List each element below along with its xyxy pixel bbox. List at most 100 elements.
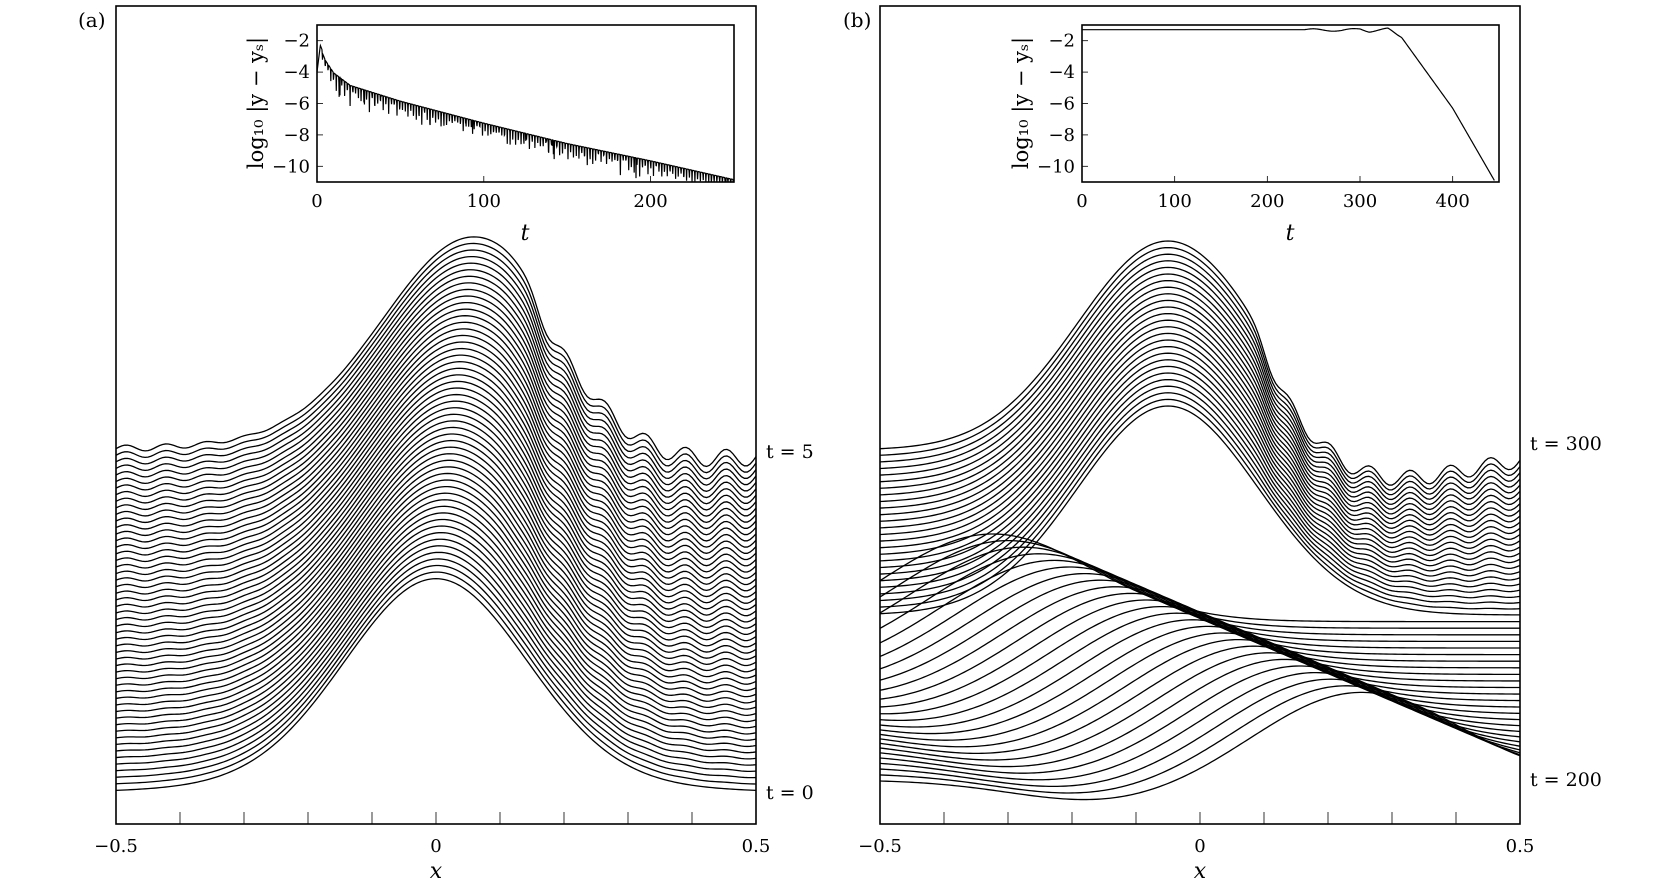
panel-a-curve-12 bbox=[115, 499, 757, 716]
panel-b-curve-28 bbox=[879, 385, 1521, 599]
panel-b-inset-y-tick-label: −6 bbox=[1048, 94, 1075, 115]
panel-a-x-tick-label: 0 bbox=[430, 836, 441, 857]
panel-a-inset: 0 100 200 −2 −4 −6 −8 −10 t log₁₀ |y − yₛ| bbox=[244, 24, 735, 246]
panel-a-curve-37 bbox=[115, 334, 757, 561]
panel-a-curve-19 bbox=[115, 453, 757, 673]
panel-a-curves bbox=[115, 236, 757, 792]
panel-a-x-tick-label: 0.5 bbox=[742, 836, 771, 857]
panel-b-x-tick-label: −0.5 bbox=[858, 836, 902, 857]
panel-b-curve-33 bbox=[879, 352, 1521, 572]
panel-a-curve-label-bottom: t = 0 bbox=[766, 782, 814, 804]
panel-a-curve-17 bbox=[115, 466, 757, 685]
panel-b-label: (b) bbox=[843, 8, 871, 32]
panel-a-curve-42 bbox=[115, 301, 757, 530]
panel-b-x-ticks: −0.5 0 0.5 bbox=[858, 812, 1534, 857]
panel-a-curve-8 bbox=[115, 525, 757, 741]
panel-a-x-tick-label: −0.5 bbox=[94, 836, 138, 857]
panel-b-x-axis-label: x bbox=[1194, 859, 1207, 884]
panel-b-curve-44 bbox=[879, 279, 1521, 516]
panel-a-curve-50 bbox=[115, 249, 757, 480]
panel-a-curve-24 bbox=[115, 420, 757, 642]
panel-b-curve-43 bbox=[879, 286, 1521, 521]
panel-b-curve-4 bbox=[879, 665, 1521, 774]
panel-b-curve-30 bbox=[879, 372, 1521, 588]
panel-b-inset-y-tick-label: −8 bbox=[1048, 125, 1075, 146]
panel-b-x-tick-label: 0.5 bbox=[1506, 836, 1535, 857]
panel-b-inset-x-tick-label: 100 bbox=[1157, 191, 1191, 212]
panel-a-curve-49 bbox=[115, 255, 757, 486]
panel-a-curve-28 bbox=[115, 393, 757, 617]
panel-a-curve-2 bbox=[115, 564, 757, 779]
panel-a-inset-y-tick-label: −4 bbox=[283, 62, 310, 83]
panel-a-curve-39 bbox=[115, 321, 757, 548]
panel-a-curve-22 bbox=[115, 433, 757, 654]
panel-a-curve-36 bbox=[115, 341, 757, 567]
panel-a-curve-11 bbox=[115, 505, 757, 723]
panel-b-curve-39 bbox=[879, 312, 1521, 541]
panel-b-inset-y-tick-label: −2 bbox=[1048, 31, 1075, 52]
panel-a-curve-25 bbox=[115, 413, 757, 636]
panel-b-curve-48 bbox=[879, 253, 1521, 496]
panel-b-inset-x-tick-label: 0 bbox=[1076, 191, 1087, 212]
panel-a-curve-34 bbox=[115, 354, 757, 579]
panel-a-inset-x-axis-label: t bbox=[521, 221, 530, 246]
panel-b-inset-background bbox=[1082, 25, 1499, 182]
panel-b-curve-2 bbox=[879, 678, 1521, 788]
panel-a: (a) −0.5 0 0.5 x t = 5 t = 0 0 100 200 −2 −4 −6… bbox=[78, 5, 814, 884]
panel-a-curve-46 bbox=[115, 275, 757, 505]
panel-a-curve-31 bbox=[115, 374, 757, 598]
panel-b-curve-35 bbox=[879, 339, 1521, 562]
panel-b-curve-38 bbox=[879, 319, 1521, 546]
panel-b-x-tick-label: 0 bbox=[1194, 836, 1205, 857]
panel-b-curve-8 bbox=[879, 638, 1521, 748]
panel-b-inset-x-axis-label: t bbox=[1286, 221, 1295, 246]
panel-a-curve-18 bbox=[115, 459, 757, 679]
panel-b-curve-42 bbox=[879, 293, 1521, 526]
panel-b: (b) −0.5 0 0.5 x t = 300 t = 200 0 100 200 30… bbox=[843, 5, 1602, 884]
panel-a-curve-52 bbox=[115, 236, 757, 468]
panel-b-curve-27 bbox=[879, 392, 1521, 604]
panel-a-curve-35 bbox=[115, 347, 757, 573]
panel-a-curve-44 bbox=[115, 288, 757, 517]
panel-a-curve-45 bbox=[115, 282, 757, 511]
panel-b-curve-label-top: t = 300 bbox=[1530, 433, 1602, 455]
panel-a-inset-y-tick-label: −6 bbox=[283, 94, 310, 115]
panel-b-curve-21 bbox=[879, 553, 1520, 643]
panel-b-inset-y-tick-label: −4 bbox=[1048, 62, 1075, 83]
panel-a-curve-label-top: t = 5 bbox=[766, 441, 814, 463]
panel-b-curve-46 bbox=[879, 266, 1521, 505]
panel-b-curve-34 bbox=[879, 345, 1521, 567]
panel-a-curve-3 bbox=[115, 558, 757, 773]
panel-a-curve-26 bbox=[115, 407, 757, 629]
panel-a-curve-38 bbox=[115, 328, 757, 554]
panel-b-curve-45 bbox=[879, 273, 1521, 511]
panel-a-inset-y-axis-label: log₁₀ |y − yₛ| bbox=[244, 37, 269, 169]
panel-a-x-ticks: −0.5 0 0.5 bbox=[94, 812, 770, 857]
panel-a-curve-13 bbox=[115, 492, 757, 710]
panel-a-curve-23 bbox=[115, 426, 757, 648]
panel-a-curve-14 bbox=[115, 485, 757, 704]
panel-b-curve-37 bbox=[879, 326, 1521, 552]
panel-b-curve-label-bottom: t = 200 bbox=[1530, 769, 1602, 791]
panel-b-curve-9 bbox=[879, 632, 1521, 741]
panel-a-curve-0 bbox=[115, 578, 757, 792]
panel-a-curve-6 bbox=[115, 538, 757, 754]
panel-b-inset-x-tick-label: 200 bbox=[1250, 191, 1284, 212]
panel-b-curve-32 bbox=[879, 359, 1521, 577]
panel-a-curve-1 bbox=[115, 571, 757, 785]
panel-b-curve-25 bbox=[879, 405, 1521, 616]
panel-a-curve-20 bbox=[115, 446, 757, 667]
panel-a-inset-y-tick-label: −8 bbox=[283, 125, 310, 146]
panel-a-inset-y-tick-label: −2 bbox=[283, 31, 310, 52]
panel-a-curve-33 bbox=[115, 361, 757, 586]
panel-a-curve-7 bbox=[115, 531, 757, 748]
panel-a-x-axis-label: x bbox=[430, 859, 443, 884]
panel-a-curve-32 bbox=[115, 367, 757, 592]
panel-b-curve-49 bbox=[879, 246, 1521, 491]
panel-b-inset-x-tick-label: 400 bbox=[1435, 191, 1469, 212]
panel-a-inset-x-tick-label: 100 bbox=[467, 191, 501, 212]
panel-a-curve-51 bbox=[115, 242, 757, 474]
panel-a-curve-5 bbox=[115, 545, 757, 760]
panel-b-curve-23 bbox=[879, 539, 1520, 629]
